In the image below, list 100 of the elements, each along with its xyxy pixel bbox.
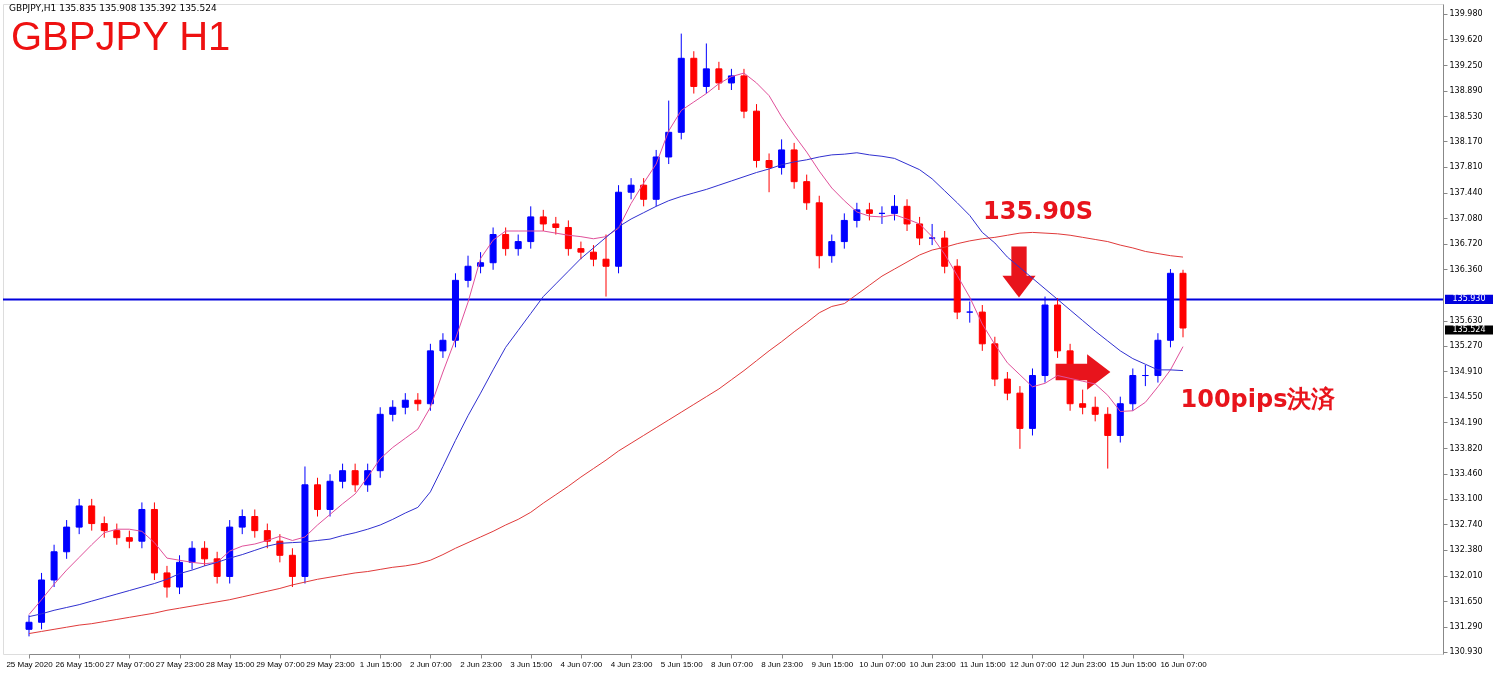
candlestick bbox=[1079, 389, 1087, 415]
candlestick bbox=[514, 234, 522, 257]
text: 135.524 bbox=[1452, 325, 1486, 335]
candlestick bbox=[765, 152, 773, 193]
annotation: 135.90S bbox=[983, 197, 1093, 225]
y-tick-label: 138.170 bbox=[1449, 136, 1483, 146]
candlestick bbox=[276, 533, 284, 563]
y-tick-label: 136.720 bbox=[1449, 239, 1483, 249]
candlestick bbox=[1091, 396, 1099, 422]
candlestick bbox=[702, 42, 710, 95]
x-tick-label: 12 Jun 07:00 bbox=[1009, 659, 1057, 669]
candlestick bbox=[778, 138, 786, 176]
x-tick-label: 8 Jun 07:00 bbox=[711, 659, 754, 669]
x-tick-label: 26 May 15:00 bbox=[55, 659, 105, 669]
candlestick bbox=[100, 516, 108, 539]
x-tick-label: 9 Jun 15:00 bbox=[811, 659, 854, 669]
candlestick bbox=[966, 301, 974, 324]
y-tick-label: 138.530 bbox=[1449, 111, 1483, 121]
x-tick-label: 4 Jun 07:00 bbox=[560, 659, 603, 669]
x-tick-label: 15 Jun 15:00 bbox=[1110, 659, 1158, 669]
candlestick bbox=[288, 547, 296, 588]
candlestick bbox=[75, 498, 83, 535]
candlestick bbox=[891, 194, 898, 221]
candlestick bbox=[339, 463, 347, 489]
x-tick-label: 3 Jun 15:00 bbox=[510, 659, 553, 669]
x-tick-label: 16 Jun 07:00 bbox=[1160, 659, 1208, 669]
candlestick bbox=[213, 551, 221, 584]
y-tick-label: 139.620 bbox=[1449, 34, 1483, 44]
x-tick-label: 29 May 07:00 bbox=[256, 659, 306, 669]
y-tick-label: 139.250 bbox=[1449, 60, 1483, 70]
annotation: 100pips決済 bbox=[1180, 385, 1336, 413]
y-tick-label: 132.380 bbox=[1449, 545, 1483, 555]
candlestick bbox=[401, 392, 409, 415]
annotation: GBPJPY,H1 135.835 135.908 135.392 135.524 bbox=[9, 3, 217, 13]
y-tick-label: 137.080 bbox=[1449, 213, 1483, 223]
x-tick-label: 27 May 23:00 bbox=[155, 659, 205, 669]
candlestick bbox=[351, 463, 359, 493]
y-tick-label: 133.100 bbox=[1449, 494, 1483, 504]
y-tick-label: 134.550 bbox=[1449, 392, 1483, 402]
candlestick bbox=[715, 61, 723, 91]
candlestick bbox=[188, 540, 196, 570]
candlestick bbox=[539, 209, 547, 232]
x-tick-label: 25 May 2020 bbox=[6, 659, 54, 669]
y-tick-label: 137.440 bbox=[1449, 188, 1483, 198]
candlestick bbox=[1104, 406, 1112, 470]
y-tick-label: 135.270 bbox=[1449, 341, 1483, 351]
candlestick bbox=[640, 177, 648, 207]
x-tick-label: 1 Jun 15:00 bbox=[359, 659, 403, 669]
candlestick bbox=[25, 614, 33, 637]
candlestick bbox=[916, 216, 924, 246]
x-tick-label: 28 May 15:00 bbox=[205, 659, 255, 669]
x-tick-label: 2 Jun 23:00 bbox=[460, 659, 503, 669]
y-tick-label: 133.820 bbox=[1449, 443, 1483, 453]
candlestick bbox=[88, 498, 96, 532]
chart-title: GBPJPY H1 bbox=[11, 14, 231, 58]
candlestick bbox=[589, 244, 597, 267]
candlestick bbox=[803, 174, 811, 211]
candlestick bbox=[439, 332, 447, 359]
y-tick-label: 133.460 bbox=[1449, 469, 1483, 479]
x-tick-label: 11 Jun 15:00 bbox=[959, 659, 1007, 669]
candlestick bbox=[602, 234, 610, 298]
candlestick bbox=[840, 212, 848, 250]
candlestick bbox=[502, 226, 510, 257]
y-tick-label: 131.290 bbox=[1449, 622, 1483, 632]
candlestick bbox=[1003, 371, 1011, 401]
y-tick-label: 134.190 bbox=[1449, 417, 1483, 427]
candlestick bbox=[201, 540, 209, 567]
y-tick-label: 136.360 bbox=[1449, 264, 1483, 274]
y-tick-label: 130.930 bbox=[1449, 647, 1483, 657]
y-tick-label: 131.650 bbox=[1449, 596, 1483, 606]
x-tick-label: 2 Jun 07:00 bbox=[409, 659, 453, 669]
candlestick bbox=[627, 177, 635, 200]
x-tick-label: 27 May 07:00 bbox=[105, 659, 155, 669]
x-tick-label: 8 Jun 23:00 bbox=[761, 659, 804, 669]
candlestick bbox=[389, 399, 397, 422]
candlestick bbox=[564, 219, 572, 257]
x-tick-label: 12 Jun 23:00 bbox=[1060, 659, 1107, 669]
ref-line-label: 135.930 bbox=[1452, 294, 1486, 304]
y-tick-label: 138.890 bbox=[1449, 86, 1483, 96]
candlestick bbox=[903, 198, 911, 232]
y-tick-label: 139.980 bbox=[1449, 9, 1483, 19]
x-tick-label: 29 May 23:00 bbox=[306, 659, 356, 669]
y-tick-label: 132.740 bbox=[1449, 519, 1483, 529]
x-tick-label: 5 Jun 15:00 bbox=[660, 659, 704, 669]
candlestick bbox=[251, 508, 259, 539]
x-tick-label: 10 Jun 07:00 bbox=[859, 659, 907, 669]
x-tick-label: 4 Jun 23:00 bbox=[610, 659, 654, 669]
line-series bbox=[28, 231, 1184, 635]
y-tick-label: 137.810 bbox=[1449, 162, 1483, 172]
y-tick-label: 132.010 bbox=[1449, 571, 1483, 581]
candlestick bbox=[577, 241, 585, 260]
candlestick bbox=[113, 523, 121, 546]
candlestick bbox=[263, 523, 271, 549]
y-tick-label: 135.630 bbox=[1449, 316, 1483, 326]
candlestick bbox=[853, 202, 861, 228]
x-tick-label: 10 Jun 23:00 bbox=[909, 659, 957, 669]
candlestick bbox=[828, 234, 836, 264]
y-tick-label: 134.910 bbox=[1449, 366, 1483, 376]
candlestick bbox=[464, 255, 472, 288]
candlestick bbox=[238, 508, 246, 535]
